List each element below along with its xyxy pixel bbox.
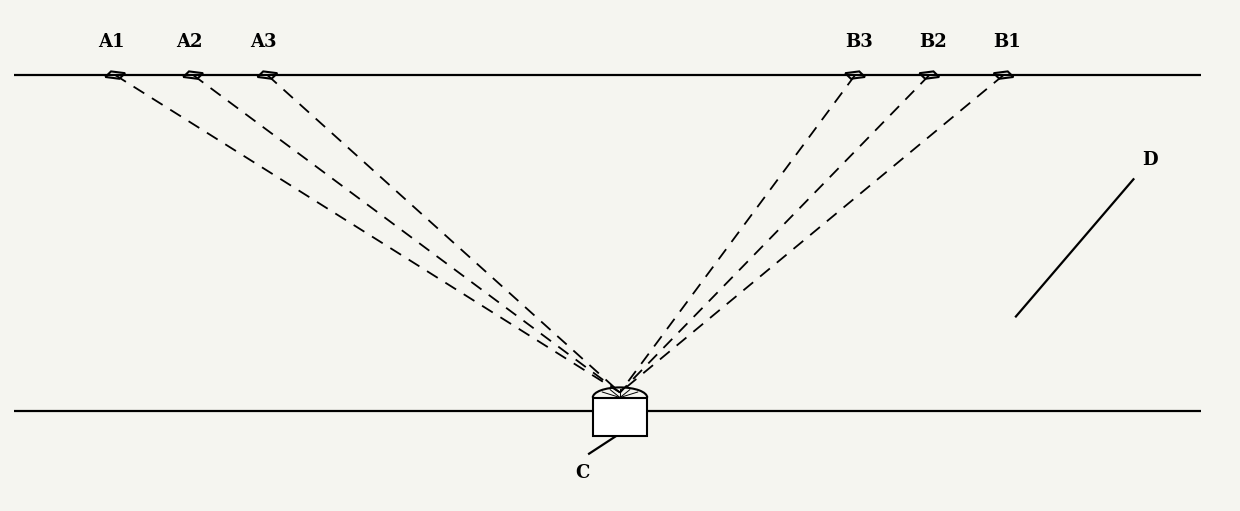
Text: C: C [575, 464, 590, 482]
Text: A3: A3 [250, 33, 277, 51]
Text: B2: B2 [919, 33, 947, 51]
Text: A2: A2 [176, 33, 202, 51]
Text: B1: B1 [993, 33, 1021, 51]
Text: D: D [1142, 151, 1158, 169]
Text: A1: A1 [98, 33, 125, 51]
Text: B3: B3 [844, 33, 873, 51]
Bar [593, 398, 647, 436]
